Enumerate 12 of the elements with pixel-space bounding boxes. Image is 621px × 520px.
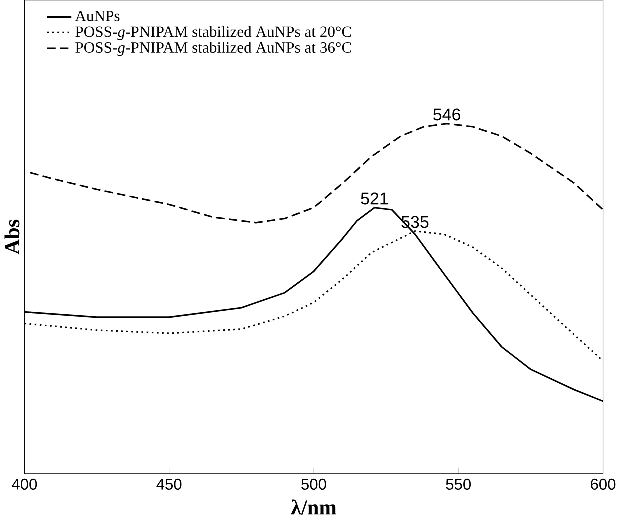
y-axis-title: Abs bbox=[4, 220, 20, 255]
x-axis-title: λ/nm bbox=[291, 500, 337, 516]
x-tick-label: 550 bbox=[446, 479, 472, 490]
legend-label: AuNPs bbox=[75, 11, 120, 22]
legend-label: POSS-g-PNIPAM stabilized AuNPs at 20°C bbox=[76, 26, 352, 41]
annotation: 521 bbox=[361, 192, 388, 205]
x-tick-label: 450 bbox=[156, 479, 182, 490]
x-tick-label: 400 bbox=[12, 479, 38, 490]
legend-label: POSS-g-PNIPAM stabilized AuNPs at 36°C bbox=[76, 42, 352, 56]
annotation: 546 bbox=[434, 108, 460, 121]
x-tick-label: 500 bbox=[302, 479, 326, 490]
x-tick-label: 600 bbox=[591, 479, 616, 490]
